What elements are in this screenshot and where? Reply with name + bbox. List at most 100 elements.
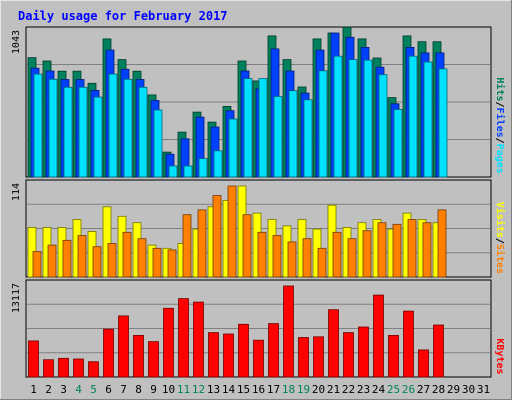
bar-kbytes-day-18 [283, 285, 294, 378]
bar-pages-day-13 [213, 150, 223, 178]
bar-sites-day-24 [377, 222, 387, 278]
bar-pages-day-27 [423, 61, 433, 178]
bar-kbytes-day-20 [313, 336, 324, 378]
bar-sites-day-4 [77, 235, 87, 278]
bar-sites-day-19 [302, 238, 312, 278]
bar-pages-day-24 [378, 74, 388, 178]
legend: Hits/Files/Pages [494, 77, 506, 173]
bar-sites-day-13 [212, 195, 222, 278]
x-tick-label-day-1: 1 [30, 383, 37, 396]
x-tick-label-day-18: 18 [282, 383, 295, 396]
bar-sites-day-11 [182, 214, 192, 278]
bar-pages-day-2 [48, 78, 58, 178]
bar-sites-day-16 [257, 231, 267, 278]
bar-kbytes-day-11 [178, 298, 189, 378]
x-tick-label-day-5: 5 [90, 383, 97, 396]
x-tick-label-day-28: 28 [432, 383, 445, 396]
bar-pages-day-11 [183, 165, 193, 178]
bar-sites-day-2 [47, 244, 57, 278]
bar-pages-day-15 [243, 78, 253, 178]
bar-kbytes-day-5 [88, 361, 99, 378]
bar-kbytes-day-21 [328, 309, 339, 378]
bar-kbytes-day-9 [148, 341, 159, 378]
x-tick-label-day-7: 7 [120, 383, 127, 396]
bar-kbytes-day-25 [388, 334, 399, 378]
x-tick-label-day-21: 21 [327, 383, 340, 396]
bar-kbytes-day-15 [238, 323, 249, 378]
bar-kbytes-day-6 [103, 328, 114, 378]
bar-pages-day-21 [333, 55, 343, 178]
x-tick-label-day-8: 8 [135, 383, 142, 396]
bar-kbytes-day-19 [298, 337, 309, 378]
bar-pages-day-10 [168, 165, 178, 178]
x-tick-label-day-3: 3 [60, 383, 67, 396]
x-tick-label-day-14: 14 [222, 383, 236, 396]
bar-sites-day-1 [32, 251, 42, 278]
bar-pages-day-17 [273, 96, 283, 178]
legend-visits: Visits [494, 202, 506, 238]
x-tick-label-day-31: 31 [477, 383, 490, 396]
x-tick-label-day-26: 26 [402, 383, 415, 396]
bar-sites-day-9 [152, 247, 162, 278]
bar-pages-day-12 [198, 158, 208, 178]
legend: Visits/Sites [494, 202, 506, 274]
bar-sites-day-20 [317, 247, 327, 278]
bar-kbytes-day-3 [58, 357, 69, 378]
bar-sites-day-28 [437, 209, 447, 278]
bar-pages-day-6 [108, 73, 118, 178]
x-tick-label-day-29: 29 [447, 383, 460, 396]
x-tick-label-day-4: 4 [75, 383, 82, 396]
bar-kbytes-day-1 [28, 340, 39, 378]
bar-kbytes-day-24 [373, 294, 384, 378]
bar-sites-day-3 [62, 239, 72, 278]
bar-sites-day-12 [197, 209, 207, 278]
legend-separator: / [494, 138, 505, 144]
bar-pages-day-22 [348, 59, 358, 178]
bar-pages-day-26 [408, 55, 418, 178]
x-tick-label-day-20: 20 [312, 383, 325, 396]
bar-pages-day-9 [153, 109, 163, 178]
bar-sites-day-25 [392, 223, 402, 278]
bar-kbytes-day-22 [343, 332, 354, 378]
bar-kbytes-day-4 [73, 358, 84, 378]
bar-pages-day-19 [303, 99, 313, 178]
bar-sites-day-22 [347, 238, 357, 278]
bar-kbytes-day-28 [433, 324, 444, 378]
bar-sites-day-26 [407, 219, 417, 278]
bar-pages-day-28 [438, 68, 448, 178]
bar-pages-day-4 [78, 86, 88, 178]
legend-files: Files [494, 108, 506, 138]
y-max-label: 13117 [11, 283, 22, 313]
x-tick-label-day-15: 15 [237, 383, 250, 396]
bar-kbytes-day-12 [193, 301, 204, 378]
x-tick-label-day-16: 16 [252, 383, 265, 396]
bar-pages-day-7 [123, 78, 133, 178]
bar-pages-day-5 [93, 96, 103, 178]
legend-pages: Pages [494, 144, 505, 174]
bar-sites-day-21 [332, 231, 342, 278]
x-tick-label-day-19: 19 [297, 383, 310, 396]
bar-pages-day-1 [33, 73, 43, 178]
legend-separator: / [494, 238, 505, 244]
x-tick-label-day-22: 22 [342, 383, 355, 396]
bar-kbytes-day-7 [118, 315, 129, 378]
bar-pages-day-23 [363, 59, 373, 178]
x-tick-label-day-30: 30 [462, 383, 475, 396]
bar-pages-day-18 [288, 90, 298, 178]
y-max-label: 114 [11, 183, 22, 201]
bar-pages-day-16 [258, 78, 268, 178]
bar-kbytes-day-17 [268, 323, 279, 378]
legend: KBytes [494, 338, 505, 374]
bar-pages-day-3 [63, 86, 73, 178]
bar-sites-day-10 [167, 249, 177, 278]
legend-kbytes: KBytes [494, 338, 505, 374]
x-tick-label-day-27: 27 [417, 383, 430, 396]
x-tick-label-day-24: 24 [372, 383, 386, 396]
bar-sites-day-17 [272, 235, 282, 278]
x-tick-label-day-10: 10 [162, 383, 175, 396]
bar-visits-day-6 [102, 206, 112, 278]
bar-sites-day-14 [227, 185, 237, 278]
bar-kbytes-day-26 [403, 310, 414, 378]
